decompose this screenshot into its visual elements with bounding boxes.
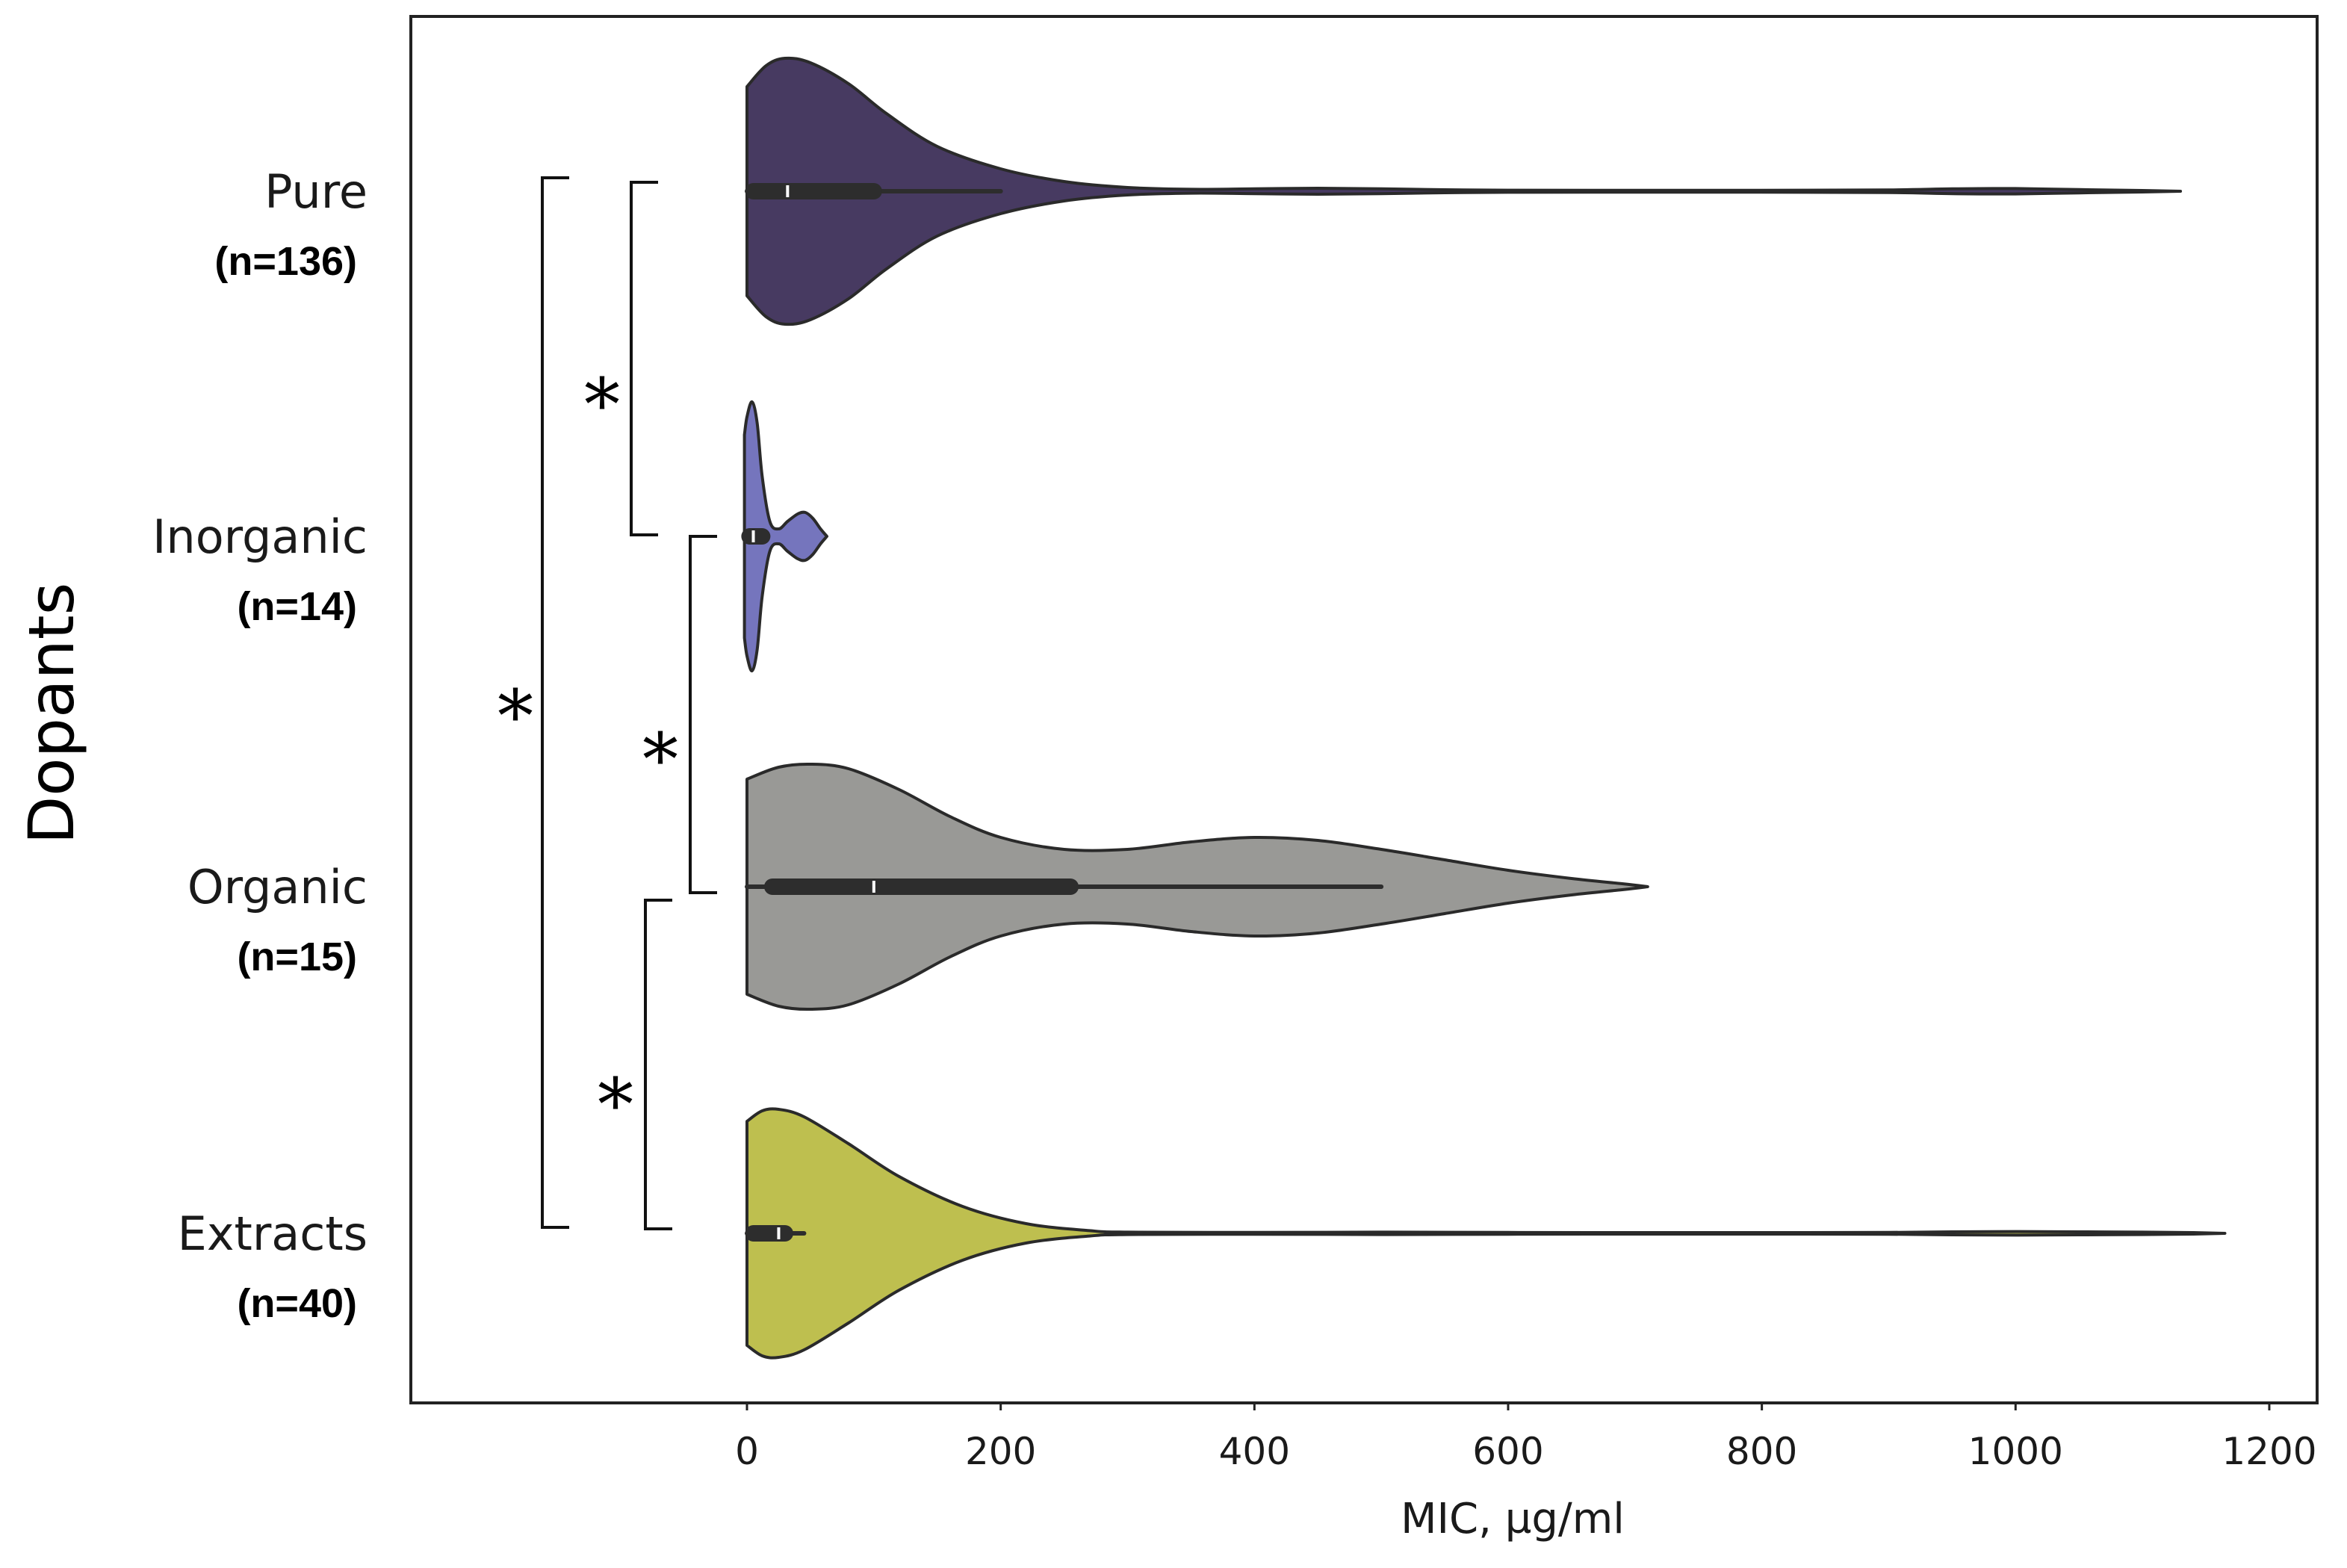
significance-bracket-pure-extracts [541,176,569,1229]
y-axis-category-labels: Pure (n=136) Inorganic (n=14) Organic (n=15) E… [152,164,368,1326]
category-n-inorganic: (n=14) [237,584,357,629]
x-axis-title: MIC, µg/ml [1401,1495,1625,1543]
x-tick-label: 400 [1219,1430,1290,1473]
significance-bracket-organic-extracts [644,899,672,1230]
category-n-extracts: (n=40) [237,1281,357,1326]
category-label-extracts: Extracts [178,1206,368,1261]
violin-inorganic [742,400,828,673]
significance-star-inorganic-organic: * [642,718,678,802]
plot-frame [409,15,2319,1404]
category-label-inorganic: Inorganic [152,509,368,564]
category-label-pure: Pure [264,164,368,219]
significance-star-organic-extracts: * [598,1063,633,1147]
significance-bracket-pure-inorganic [630,181,658,536]
violins-layer [742,56,2227,1360]
significance-bracket-inorganic-organic [689,535,717,894]
category-n-pure: (n=136) [214,239,357,284]
y-axis-title: Dopants [15,583,88,845]
significance-layer: * * * * [497,176,717,1230]
significance-star-pure-extracts: * [497,675,533,758]
x-tick-label: 0 [735,1430,759,1473]
x-tick-label: 600 [1472,1430,1543,1473]
category-label-organic: Organic [187,860,368,914]
violin-extracts [745,1107,2227,1360]
category-n-organic: (n=15) [237,935,357,979]
violin-pure [745,56,2183,326]
x-tick-label: 1000 [1968,1430,2063,1473]
significance-star-pure-inorganic: * [584,363,620,447]
x-tick-label: 200 [965,1430,1036,1473]
x-axis: 0 200 400 600 800 1000 1200 [735,1403,2317,1473]
x-tick-label: 1200 [2222,1430,2316,1473]
inner-boxes-layer [741,183,1384,1242]
x-tick-label: 800 [1726,1430,1797,1473]
